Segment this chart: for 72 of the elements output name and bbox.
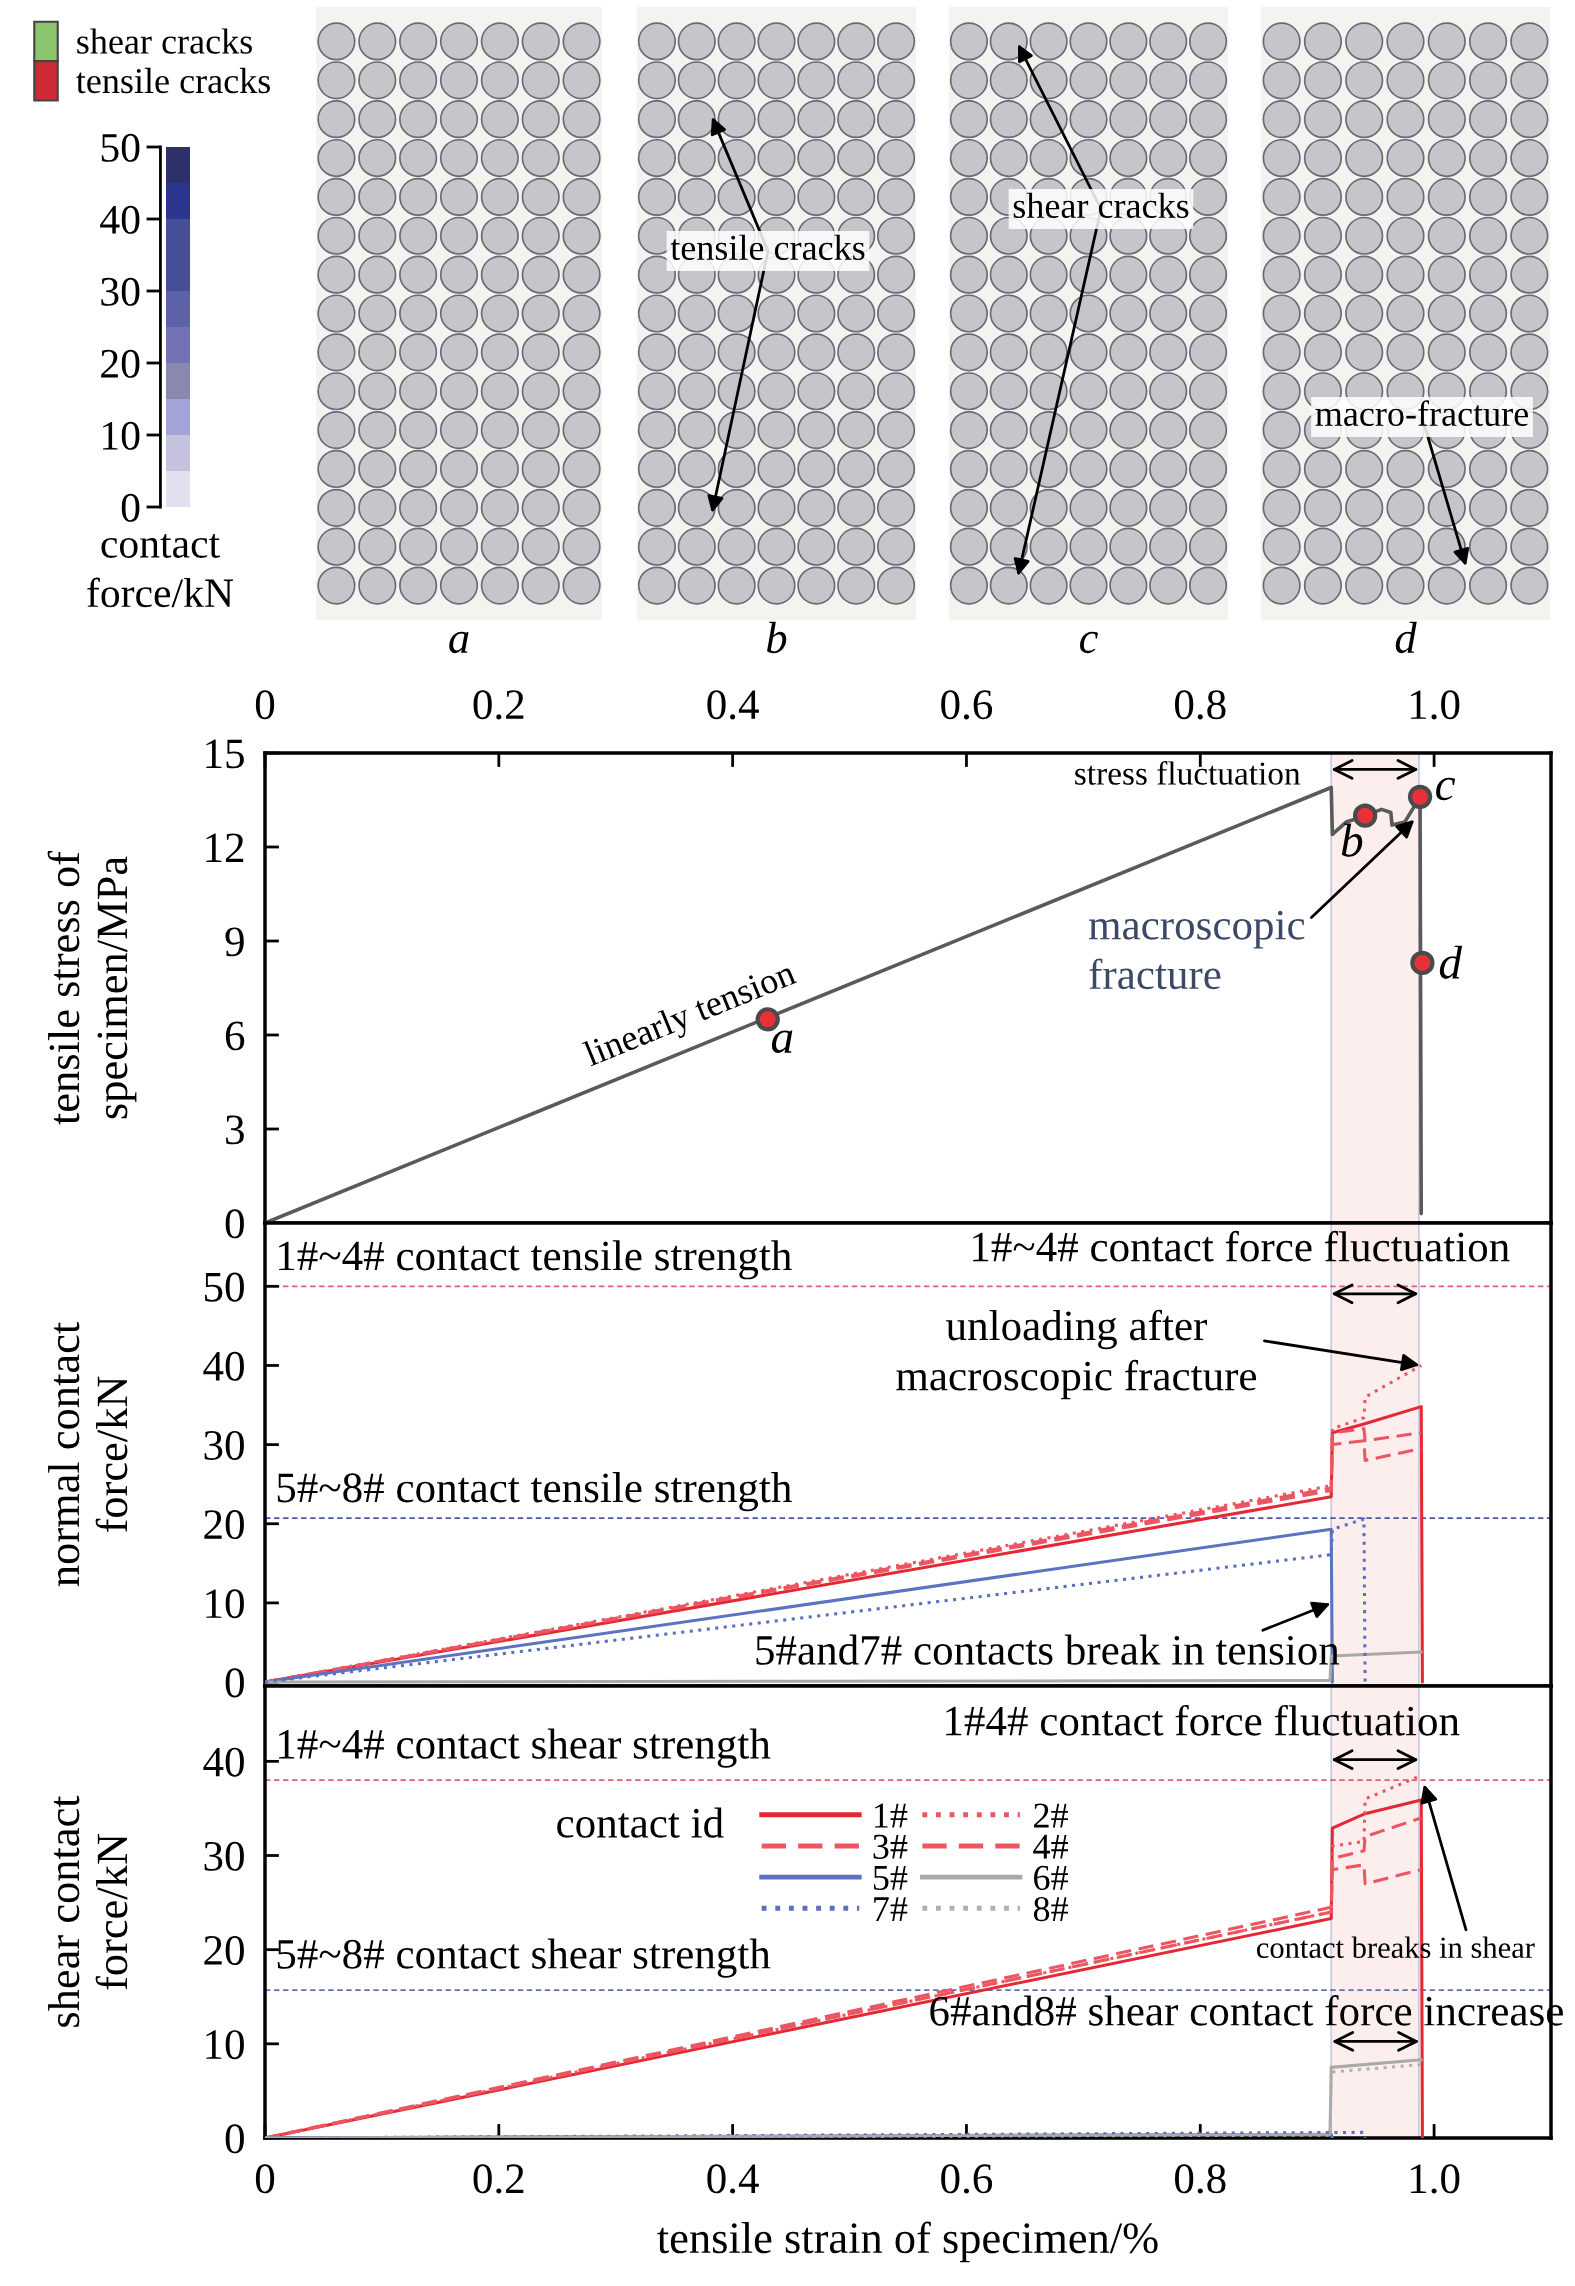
y-tick-label: 50 bbox=[205, 1272, 244, 1302]
legend-label: shear cracks bbox=[77, 28, 252, 54]
text: tensile cracks bbox=[670, 234, 865, 261]
legend-label: 3# bbox=[873, 1834, 908, 1859]
legend-title: contact id bbox=[557, 1807, 724, 1838]
legend-label: 8# bbox=[1033, 1896, 1068, 1922]
y-axis-title: normal contact force/kN bbox=[48, 1322, 128, 1587]
x-tick-label: 0.6 bbox=[941, 2164, 993, 2194]
y-tick-label: 0 bbox=[225, 1668, 244, 1698]
band-label: stress fluctuation bbox=[1075, 761, 1301, 785]
legend-label: 6# bbox=[1034, 1865, 1068, 1891]
y-tick-label: 3 bbox=[226, 1115, 244, 1145]
y-tick-label: 10 bbox=[206, 1589, 244, 1619]
legend-label: 2# bbox=[1034, 1803, 1068, 1828]
annotation: macroscopic fracture bbox=[1088, 910, 1305, 990]
y-tick-label: 0 bbox=[121, 493, 140, 522]
text: c bbox=[1080, 631, 1098, 654]
y-tick-label: 40 bbox=[203, 1351, 244, 1381]
text: a bbox=[449, 631, 469, 654]
x-axis-title: tensile strain of specimen/% bbox=[657, 2221, 1158, 2263]
y-tick-label: 40 bbox=[100, 205, 140, 234]
y-tick-label: 0 bbox=[225, 2124, 244, 2154]
x-tick-label: 1.0 bbox=[1410, 690, 1460, 720]
y-tick-label: 30 bbox=[101, 277, 140, 306]
x-tick-label: 0 bbox=[255, 690, 275, 720]
band-label: 1#4# contact force fluctuation bbox=[946, 1704, 1460, 1736]
ref-line-label: 5#~8# contact shear strength bbox=[277, 1938, 771, 1978]
y-tick-label: 20 bbox=[204, 1935, 244, 1966]
x-tick-label: 0.4 bbox=[707, 690, 759, 720]
y-axis-title: shear contact force/kN bbox=[48, 1795, 128, 2027]
y-tick-label: 30 bbox=[204, 1430, 244, 1460]
text: macro-fracture bbox=[1315, 400, 1528, 427]
y-tick-label: 15 bbox=[206, 739, 244, 769]
y-tick-label: 20 bbox=[204, 1510, 244, 1540]
y-axis-title: tensile stress of specimen/MPa bbox=[47, 851, 137, 1125]
band-label: 1#~4# contact force fluctuation bbox=[973, 1230, 1510, 1262]
legend-label: tensile cracks bbox=[76, 67, 270, 94]
y-tick-label: 10 bbox=[103, 421, 140, 450]
x-tick-label: 0.4 bbox=[707, 2164, 759, 2194]
x-tick-label: 0.6 bbox=[941, 690, 993, 720]
y-tick-label: 20 bbox=[101, 349, 140, 378]
y-tick-label: 9 bbox=[225, 927, 244, 957]
y-tick-label: 30 bbox=[204, 1841, 244, 1871]
ref-line-label: 1#~4# contact tensile strength bbox=[279, 1240, 792, 1280]
legend-label: 4# bbox=[1033, 1834, 1068, 1859]
text: b bbox=[767, 621, 787, 654]
x-tick-label: 0.8 bbox=[1175, 690, 1226, 720]
annotation: 5#and7# contacts break in tension bbox=[756, 1634, 1340, 1665]
legend-label: 7# bbox=[874, 1897, 908, 1921]
legend-label: 5# bbox=[873, 1866, 908, 1891]
y-tick-label: 50 bbox=[101, 133, 140, 162]
ref-line-label: 5#~8# contact tensile strength bbox=[277, 1472, 792, 1512]
text: shear cracks bbox=[1013, 192, 1189, 219]
annotation: c bbox=[1436, 777, 1456, 801]
x-tick-label: 0.2 bbox=[473, 2164, 524, 2194]
x-tick-label: 0 bbox=[255, 2164, 275, 2194]
annotation: d bbox=[1439, 945, 1463, 979]
ref-line-label: 1#~4# contact shear strength bbox=[279, 1728, 771, 1768]
y-tick-label: 0 bbox=[225, 1209, 244, 1239]
text: d bbox=[1395, 621, 1417, 654]
y-tick-label: 6 bbox=[225, 1021, 245, 1051]
annotation: a bbox=[771, 1030, 793, 1054]
x-axis-title: contact force/kN bbox=[87, 534, 234, 608]
y-tick-label: 12 bbox=[206, 833, 244, 862]
legend-label: 1# bbox=[875, 1803, 908, 1828]
x-tick-label: 0.2 bbox=[473, 690, 524, 720]
x-tick-label: 0.8 bbox=[1175, 2164, 1226, 2194]
x-tick-label: 1.0 bbox=[1410, 2164, 1460, 2194]
annotation: b bbox=[1341, 823, 1363, 857]
y-tick-label: 10 bbox=[206, 2030, 244, 2060]
annotation: unloading after macroscopic fracture bbox=[896, 1309, 1257, 1400]
y-tick-label: 40 bbox=[203, 1747, 244, 1777]
